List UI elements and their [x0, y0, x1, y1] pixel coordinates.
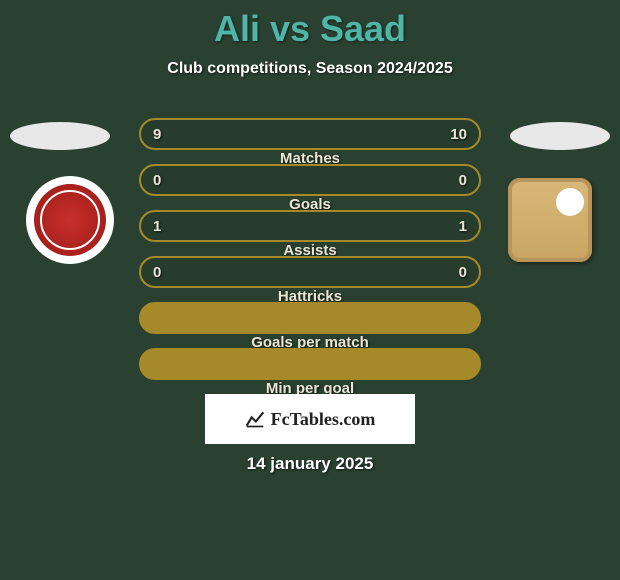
brand-label: FcTables.com — [271, 409, 376, 430]
shield-icon — [34, 184, 106, 256]
stat-row: Goals per match — [139, 302, 481, 334]
stat-left-value: 0 — [153, 264, 173, 281]
stat-right-value: 0 — [447, 264, 467, 281]
stat-row: 0 0 Goals — [139, 164, 481, 196]
stat-right-value: 0 — [447, 172, 467, 189]
player-left-photo-placeholder — [10, 122, 110, 150]
stat-row: 0 0 Hattricks — [139, 256, 481, 288]
stat-row: 1 1 Assists — [139, 210, 481, 242]
player-right-photo-placeholder — [510, 122, 610, 150]
stat-left-value: 0 — [153, 172, 173, 189]
shield-icon — [508, 178, 592, 262]
page-title: Ali vs Saad — [0, 0, 620, 50]
stats-container: 9 10 Matches 0 0 Goals 1 1 Assists 0 0 H… — [139, 118, 481, 380]
brand-logo: FcTables.com — [205, 394, 415, 444]
club-badge-left — [26, 176, 114, 264]
stat-left-value: 9 — [153, 126, 173, 143]
stat-left-value: 1 — [153, 218, 173, 235]
stat-right-value: 1 — [447, 218, 467, 235]
date-label: 14 january 2025 — [0, 454, 620, 474]
stat-right-value: 10 — [447, 126, 467, 143]
chart-icon — [245, 409, 265, 429]
subtitle: Club competitions, Season 2024/2025 — [0, 60, 620, 78]
stat-row: Min per goal — [139, 348, 481, 380]
club-badge-right — [506, 176, 594, 264]
stat-row: 9 10 Matches — [139, 118, 481, 150]
